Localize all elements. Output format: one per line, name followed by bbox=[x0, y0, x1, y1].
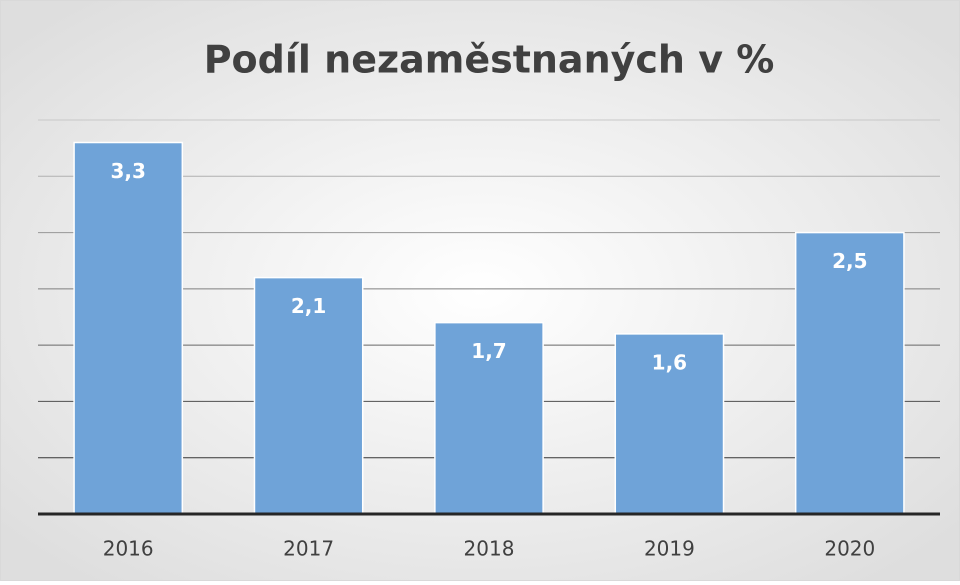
bar bbox=[73, 141, 184, 515]
x-tick-label: 2019 bbox=[644, 537, 695, 561]
bar bbox=[794, 231, 905, 515]
data-label: 3,3 bbox=[110, 159, 145, 183]
data-label: 2,1 bbox=[291, 294, 326, 318]
x-tick-label: 2017 bbox=[283, 537, 334, 561]
data-label: 2,5 bbox=[832, 249, 867, 273]
bar bbox=[434, 321, 544, 515]
bar bbox=[614, 333, 725, 515]
x-tick-label: 2018 bbox=[464, 537, 515, 561]
chart-title: Podíl nezaměstnaných v % bbox=[204, 38, 775, 82]
data-label: 1,7 bbox=[471, 339, 506, 363]
x-tick-label: 2020 bbox=[824, 537, 875, 561]
data-label: 1,6 bbox=[652, 350, 687, 374]
x-tick-label: 2016 bbox=[103, 537, 154, 561]
bar bbox=[253, 276, 364, 515]
